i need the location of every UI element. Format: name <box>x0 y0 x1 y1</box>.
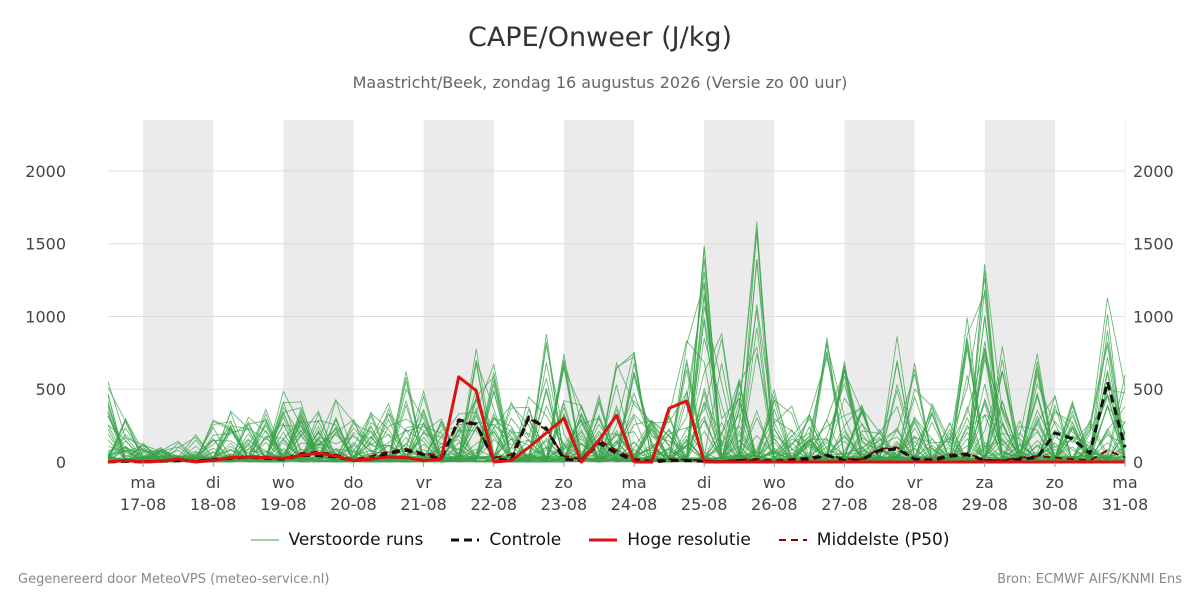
legend-label-ensemble: Verstoorde runs <box>288 530 424 550</box>
x-tick-weekday-18-08: di <box>206 473 221 492</box>
x-tick-date-31-08: 31-08 <box>1102 495 1149 514</box>
legend-label-median: Middelste (P50) <box>816 530 950 550</box>
legend-swatch-median <box>778 539 807 541</box>
x-tick-date-21-08: 21-08 <box>400 495 447 514</box>
series-line-hires <box>107 375 1125 464</box>
x-tick-weekday-20-08: do <box>344 473 364 492</box>
x-tick-weekday-22-08: za <box>485 473 503 492</box>
y-tick-left-1000: 1000 <box>25 307 66 326</box>
x-tick-weekday-27-08: do <box>834 473 854 492</box>
x-tick-weekday-23-08: zo <box>555 473 573 492</box>
chart-subtitle: Maastricht/Beek, zondag 16 augustus 2026… <box>352 73 848 92</box>
legend-item-control[interactable]: Controle <box>451 530 561 550</box>
ensemble-run-28 <box>107 233 1126 463</box>
axis-labels: 0 0 500 500 1000 1000 1500 1500 2000 2000 ma 17-08 d… <box>25 162 1173 514</box>
x-tick-weekday-24-08: ma <box>621 473 646 492</box>
x-tick-weekday-21-08: vr <box>416 473 432 492</box>
x-tick-date-23-08: 23-08 <box>541 495 588 514</box>
x-tick-weekday-30-08: zo <box>1046 473 1064 492</box>
y-tick-left-500: 500 <box>35 380 66 399</box>
ensemble-run-49 <box>107 361 1126 463</box>
x-tick-weekday-25-08: di <box>697 473 712 492</box>
legend-label-hires: Hoge resolutie <box>627 530 751 550</box>
y-tick-left-1500: 1500 <box>25 235 66 254</box>
legend: Verstoorde runs Controle Hoge resolutie … <box>0 530 1200 550</box>
x-tick-date-19-08: 19-08 <box>260 495 307 514</box>
x-tick-date-17-08: 17-08 <box>120 495 167 514</box>
legend-label-control: Controle <box>489 530 562 550</box>
legend-swatch-ensemble <box>250 539 279 541</box>
legend-item-ensemble[interactable]: Verstoorde runs <box>250 530 424 550</box>
footer-source: Bron: ECMWF AIFS/KNMI Ens <box>997 572 1182 587</box>
chart-title: CAPE/Onweer (J/kg) <box>467 22 732 53</box>
shaded-band-3 <box>563 120 635 462</box>
shaded-band-0 <box>143 120 214 462</box>
x-tick-date-26-08: 26-08 <box>751 495 798 514</box>
x-tick-weekday-29-08: za <box>976 473 994 492</box>
y-tick-right-500: 500 <box>1133 380 1164 399</box>
x-tick-date-25-08: 25-08 <box>681 495 728 514</box>
x-tick-date-18-08: 18-08 <box>190 495 237 514</box>
legend-item-hires[interactable]: Hoge resolutie <box>589 530 751 550</box>
legend-item-median[interactable]: Middelste (P50) <box>778 530 950 550</box>
y-tick-right-1000: 1000 <box>1133 307 1174 326</box>
x-tick-date-22-08: 22-08 <box>471 495 518 514</box>
main-series <box>107 375 1127 464</box>
footer-generator: Gegenereerd door MeteoVPS (meteo-service… <box>18 572 330 587</box>
y-tick-left-2000: 2000 <box>25 162 66 181</box>
x-tick-date-30-08: 30-08 <box>1032 495 1079 514</box>
legend-swatch-control <box>451 538 480 542</box>
legend-swatch-hires <box>589 538 618 542</box>
x-tick-weekday-19-08: wo <box>272 473 295 492</box>
y-tick-right-1500: 1500 <box>1133 235 1174 254</box>
y-tick-left-0: 0 <box>56 453 66 472</box>
x-tick-weekday-31-08: ma <box>1112 473 1137 492</box>
y-tick-right-0: 0 <box>1133 453 1143 472</box>
x-tick-weekday-26-08: wo <box>763 473 786 492</box>
shaded-band-2 <box>423 120 494 462</box>
x-tick-weekday-17-08: ma <box>130 473 155 492</box>
x-tick-date-20-08: 20-08 <box>330 495 377 514</box>
x-tick-date-27-08: 27-08 <box>821 495 868 514</box>
shaded-band-1 <box>283 120 354 462</box>
y-tick-right-2000: 2000 <box>1133 162 1174 181</box>
x-tick-date-28-08: 28-08 <box>891 495 938 514</box>
ensemble-run-31 <box>107 221 1126 464</box>
x-tick-weekday-28-08: vr <box>907 473 923 492</box>
x-tick-date-24-08: 24-08 <box>611 495 658 514</box>
x-tick-date-29-08: 29-08 <box>961 495 1008 514</box>
